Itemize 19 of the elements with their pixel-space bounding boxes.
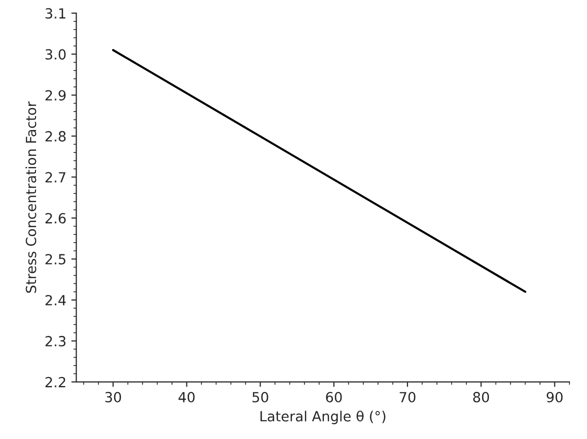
y-tick-label: 2.8	[46, 131, 66, 142]
x-tick-label: 50	[252, 392, 268, 402]
x-tick-label: 80	[473, 392, 489, 402]
y-tick-label: 2.7	[46, 172, 66, 182]
x-tick-label: 30	[105, 392, 122, 402]
x-tick-label: 70	[400, 392, 416, 402]
y-tick-label: 2.2	[46, 376, 66, 388]
x-tick-label: 90	[546, 392, 563, 402]
y-tick-label: 2.3	[46, 336, 66, 346]
y-tick-label: 2.4	[46, 294, 66, 306]
y-tick-label: 3.1	[46, 8, 66, 19]
y-axis-title: Stress Concentration Factor	[26, 101, 36, 293]
x-axis-title: Lateral Angle θ (°)	[260, 410, 386, 424]
y-tick-label: 3.0	[46, 49, 66, 60]
x-tick-label: 40	[178, 392, 195, 402]
y-tick-label: 2.6	[46, 213, 66, 224]
y-tick-label: 2.5	[46, 254, 66, 264]
y-tick-label: 2.9	[46, 90, 66, 101]
x-tick-label: 60	[326, 392, 342, 402]
